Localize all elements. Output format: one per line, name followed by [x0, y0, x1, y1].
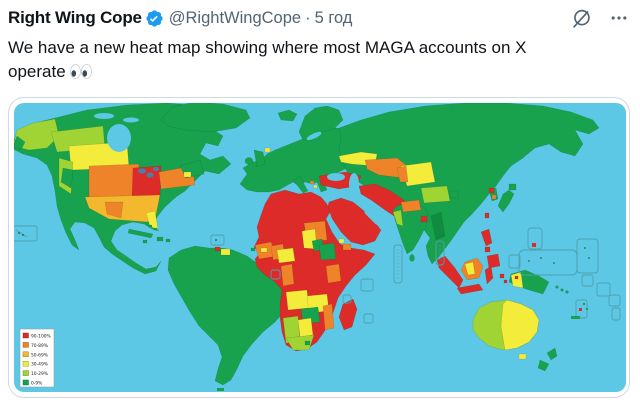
map-legend: 90-100% 70-89% 50-69% 30-49% 10-29% 0-9%	[19, 328, 55, 388]
verified-badge-icon	[146, 9, 163, 27]
tweet: Right Wing Cope @RightWingCope · 5 год	[8, 0, 632, 398]
tweet-text-line-1: We have a new heat map showing where mos…	[8, 38, 527, 57]
tweet-text-line-2: operate	[8, 60, 632, 86]
legend-label: 0-9%	[31, 381, 42, 387]
more-options-icon[interactable]	[608, 7, 630, 29]
legend-label: 50-69%	[31, 352, 48, 358]
separator-dot: ·	[305, 8, 311, 27]
tweet-media-card[interactable]: 90-100% 70-89% 50-69% 30-49% 10-29% 0-9%	[8, 97, 630, 398]
eyes-emoji	[69, 62, 92, 86]
timestamp[interactable]: 5 год	[314, 8, 353, 27]
heat-map-image: 90-100% 70-89% 50-69% 30-49% 10-29% 0-9%	[14, 103, 626, 392]
grok-icon[interactable]	[570, 7, 592, 29]
world-landmasses	[14, 103, 621, 391]
legend-label: 10-29%	[31, 371, 48, 377]
handle[interactable]: @RightWingCope	[168, 8, 302, 27]
tweet-text: We have a new heat map showing where mos…	[8, 36, 632, 86]
legend-label: 70-89%	[31, 343, 48, 349]
legend-label: 30-49%	[31, 362, 48, 368]
legend-label: 90-100%	[31, 334, 51, 340]
tweet-header: Right Wing Cope @RightWingCope · 5 год	[8, 6, 632, 30]
display-name[interactable]: Right Wing Cope	[8, 8, 142, 27]
